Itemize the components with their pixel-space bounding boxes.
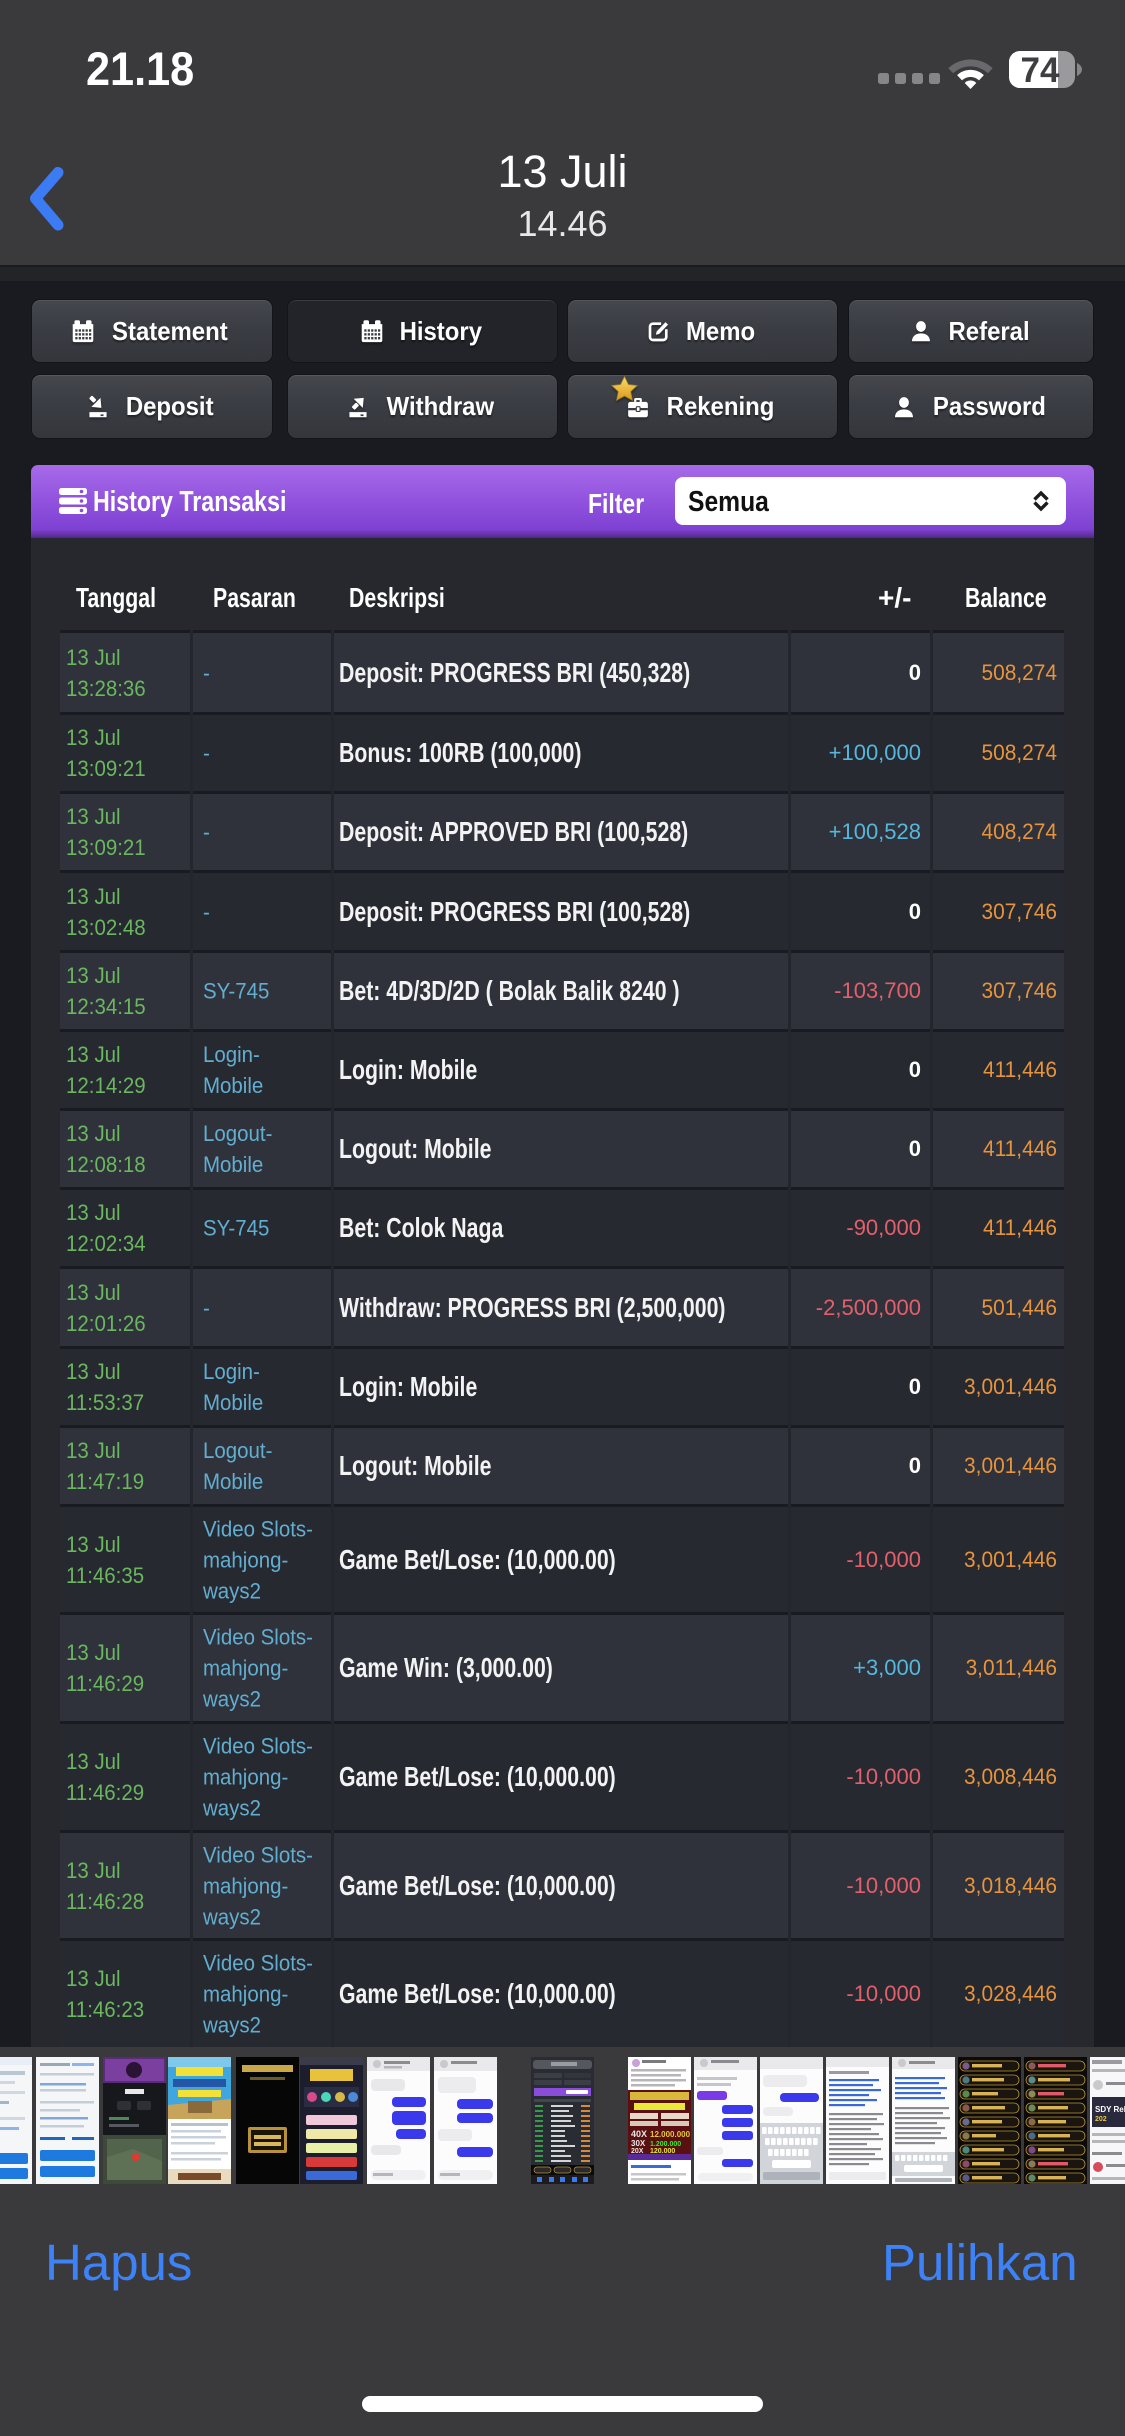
svg-text:202: 202 [1095,2116,1107,2123]
svg-text:74: 74 [1021,51,1060,88]
svg-text:SDY Rebu: SDY Rebu [1095,2105,1125,2114]
svg-text:20X: 20X [631,2148,644,2155]
svg-text:1.200.000: 1.200.000 [650,2141,681,2148]
svg-text:40X: 40X [631,2129,647,2139]
svg-text:12.000.000: 12.000.000 [650,2130,691,2139]
svg-text:120.000: 120.000 [650,2148,675,2155]
svg-text:30X: 30X [631,2139,646,2148]
